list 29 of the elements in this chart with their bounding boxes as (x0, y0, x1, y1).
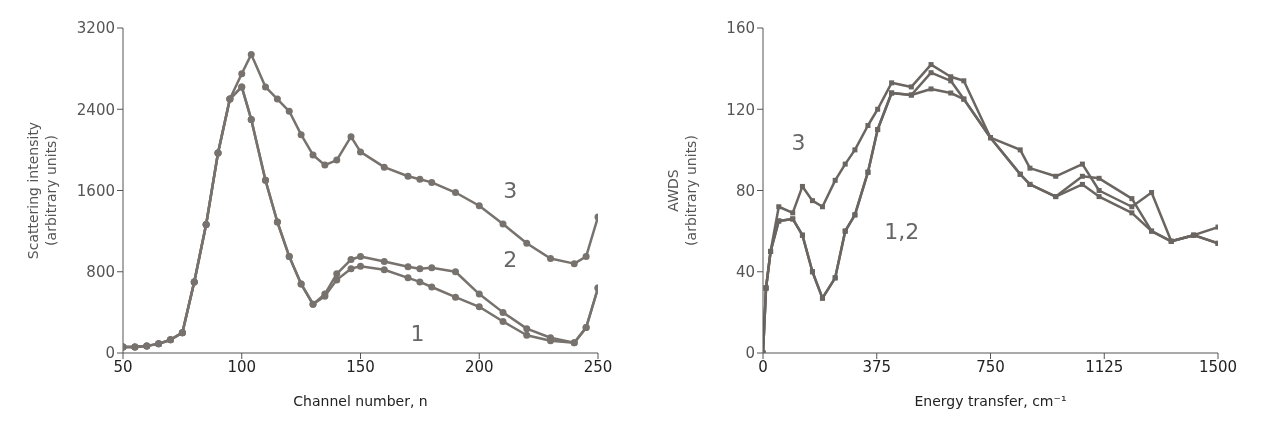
y-axis-title: Scattering intensity (arbitrary units) (25, 121, 59, 260)
y-tick-label: 40 (735, 263, 755, 282)
x-tick-label: 750 (976, 357, 1005, 376)
y-tick-label: 0 (745, 344, 755, 363)
x-tick-label: 150 (346, 357, 375, 376)
annotation: 3 (503, 178, 518, 204)
x-axis-title: Channel number, n (293, 393, 428, 409)
x-tick-label: 250 (583, 357, 613, 376)
x-axis-title: Energy transfer, cm⁻¹ (914, 393, 1067, 409)
y-tick-label: 1600 (76, 181, 115, 200)
y-axis-title: AWDS (arbitrary units) (665, 135, 699, 246)
annotation: 2 (503, 246, 518, 272)
annotation: 3 (791, 129, 806, 155)
x-tick-label: 1125 (1085, 357, 1124, 376)
y-tick-label: 2400 (76, 100, 115, 119)
y-tick-label: 120 (726, 100, 755, 119)
annotation: 1 (410, 321, 425, 347)
y-tick-label: 160 (726, 19, 755, 38)
x-tick-label: 1500 (1198, 357, 1238, 376)
y-tick-label: 0 (105, 344, 115, 363)
x-tick-label: 50 (113, 357, 133, 376)
annotation: 1,2 (884, 218, 920, 244)
x-tick-label: 375 (862, 357, 892, 376)
x-tick-label: 100 (227, 357, 257, 376)
x-tick-label: 0 (758, 357, 768, 376)
y-tick-label: 3200 (76, 19, 115, 38)
x-tick-label: 200 (464, 357, 494, 376)
y-tick-label: 800 (86, 263, 115, 282)
y-tick-label: 80 (735, 181, 755, 200)
